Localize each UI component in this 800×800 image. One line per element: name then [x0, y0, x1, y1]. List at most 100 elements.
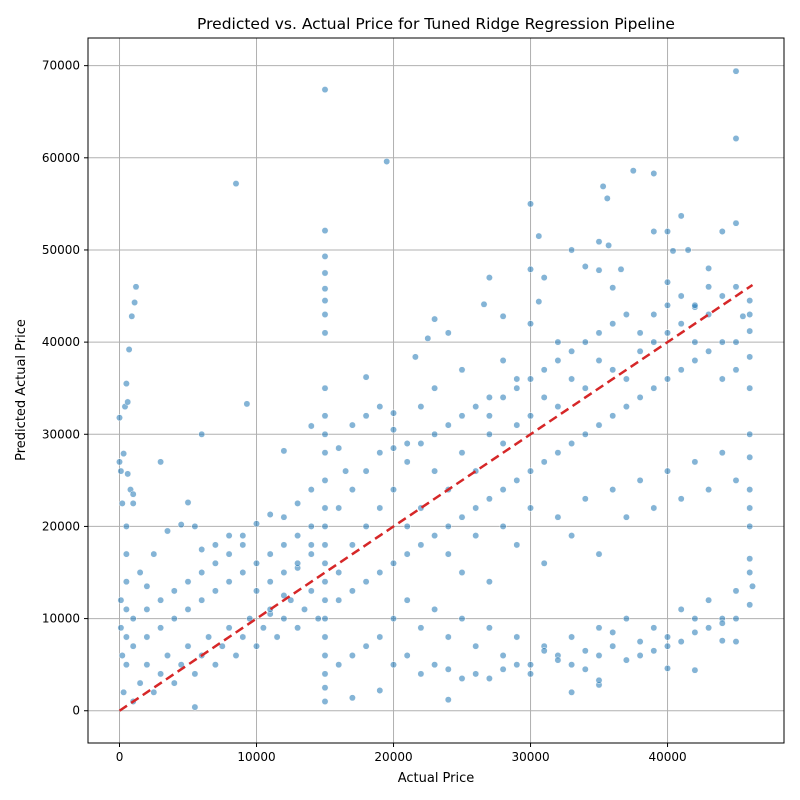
data-point: [499, 357, 507, 364]
data-point: [677, 292, 685, 300]
data-point: [622, 615, 630, 623]
data-point: [458, 615, 466, 623]
data-point: [458, 449, 466, 457]
data-point: [122, 578, 130, 586]
data-point: [664, 633, 671, 641]
data-point: [527, 265, 534, 273]
data-point: [499, 393, 507, 401]
data-point: [677, 605, 685, 613]
data-point: [705, 596, 713, 604]
data-point: [225, 624, 233, 632]
data-point: [739, 312, 747, 320]
data-point: [122, 661, 130, 669]
data-point: [636, 476, 644, 484]
data-point: [362, 642, 370, 650]
data-point: [513, 661, 521, 669]
data-point: [129, 642, 137, 650]
data-point: [266, 511, 274, 518]
data-point: [431, 384, 439, 392]
data-point: [321, 285, 329, 293]
data-point: [705, 347, 713, 355]
data-point: [444, 329, 452, 337]
data-point: [677, 320, 685, 328]
data-point: [568, 440, 576, 447]
data-point: [253, 520, 260, 528]
data-point: [664, 664, 671, 672]
data-point: [444, 522, 452, 530]
data-point: [120, 688, 128, 696]
data-point: [636, 652, 644, 659]
data-points: [116, 67, 756, 711]
data-point: [664, 467, 671, 475]
data-point: [485, 412, 493, 420]
data-point: [390, 615, 397, 623]
data-point: [527, 661, 534, 669]
data-point: [431, 532, 439, 540]
data-point: [554, 338, 562, 346]
data-point: [348, 652, 356, 659]
data-point: [157, 670, 165, 678]
data-point: [485, 675, 493, 682]
data-point: [307, 522, 315, 530]
data-point: [342, 467, 350, 475]
data-point: [595, 550, 603, 558]
data-point: [253, 587, 260, 595]
data-point: [650, 647, 658, 655]
data-point: [431, 467, 439, 475]
data-point: [732, 338, 740, 346]
data-point: [307, 486, 315, 494]
data-point: [581, 665, 589, 673]
data-point: [718, 292, 726, 300]
data-point: [211, 541, 219, 549]
x-tick-label: 10000: [237, 750, 275, 764]
data-point: [184, 578, 192, 586]
reference-line-group: [118, 283, 754, 712]
data-point: [595, 329, 603, 337]
data-point: [664, 278, 671, 286]
data-point: [321, 522, 329, 530]
data-point: [120, 450, 128, 458]
data-point: [417, 440, 425, 447]
data-point: [170, 587, 178, 595]
data-point: [122, 550, 130, 558]
data-point: [595, 652, 603, 659]
data-point: [321, 476, 329, 484]
data-point: [321, 269, 329, 277]
data-point: [348, 541, 356, 549]
data-point: [184, 499, 192, 506]
data-point: [664, 375, 671, 383]
data-point: [294, 559, 302, 567]
data-point: [164, 527, 171, 535]
data-point: [403, 458, 411, 466]
data-point: [362, 373, 370, 381]
data-point: [444, 696, 452, 704]
data-point: [691, 628, 699, 636]
y-tick-label: 0: [72, 704, 80, 718]
data-point: [444, 421, 452, 429]
data-point: [335, 444, 343, 452]
data-point: [650, 311, 658, 318]
data-point: [294, 532, 302, 540]
data-point: [417, 541, 425, 549]
data-point: [595, 266, 603, 274]
data-point: [124, 398, 132, 406]
data-point: [568, 246, 576, 254]
data-point: [122, 605, 130, 613]
data-point: [746, 522, 754, 530]
data-point: [485, 430, 493, 438]
data-point: [650, 338, 658, 346]
x-tick-label: 40000: [648, 750, 686, 764]
data-point: [499, 312, 507, 320]
data-point: [458, 412, 466, 420]
data-point: [280, 569, 288, 576]
data-point: [458, 569, 466, 576]
data-point: [691, 615, 699, 623]
data-point: [321, 559, 329, 567]
data-point: [157, 596, 165, 604]
data-point: [417, 403, 425, 411]
data-point: [499, 522, 507, 530]
data-point: [499, 486, 507, 494]
data-point: [348, 694, 356, 702]
data-point: [321, 227, 329, 235]
data-point: [321, 86, 329, 94]
